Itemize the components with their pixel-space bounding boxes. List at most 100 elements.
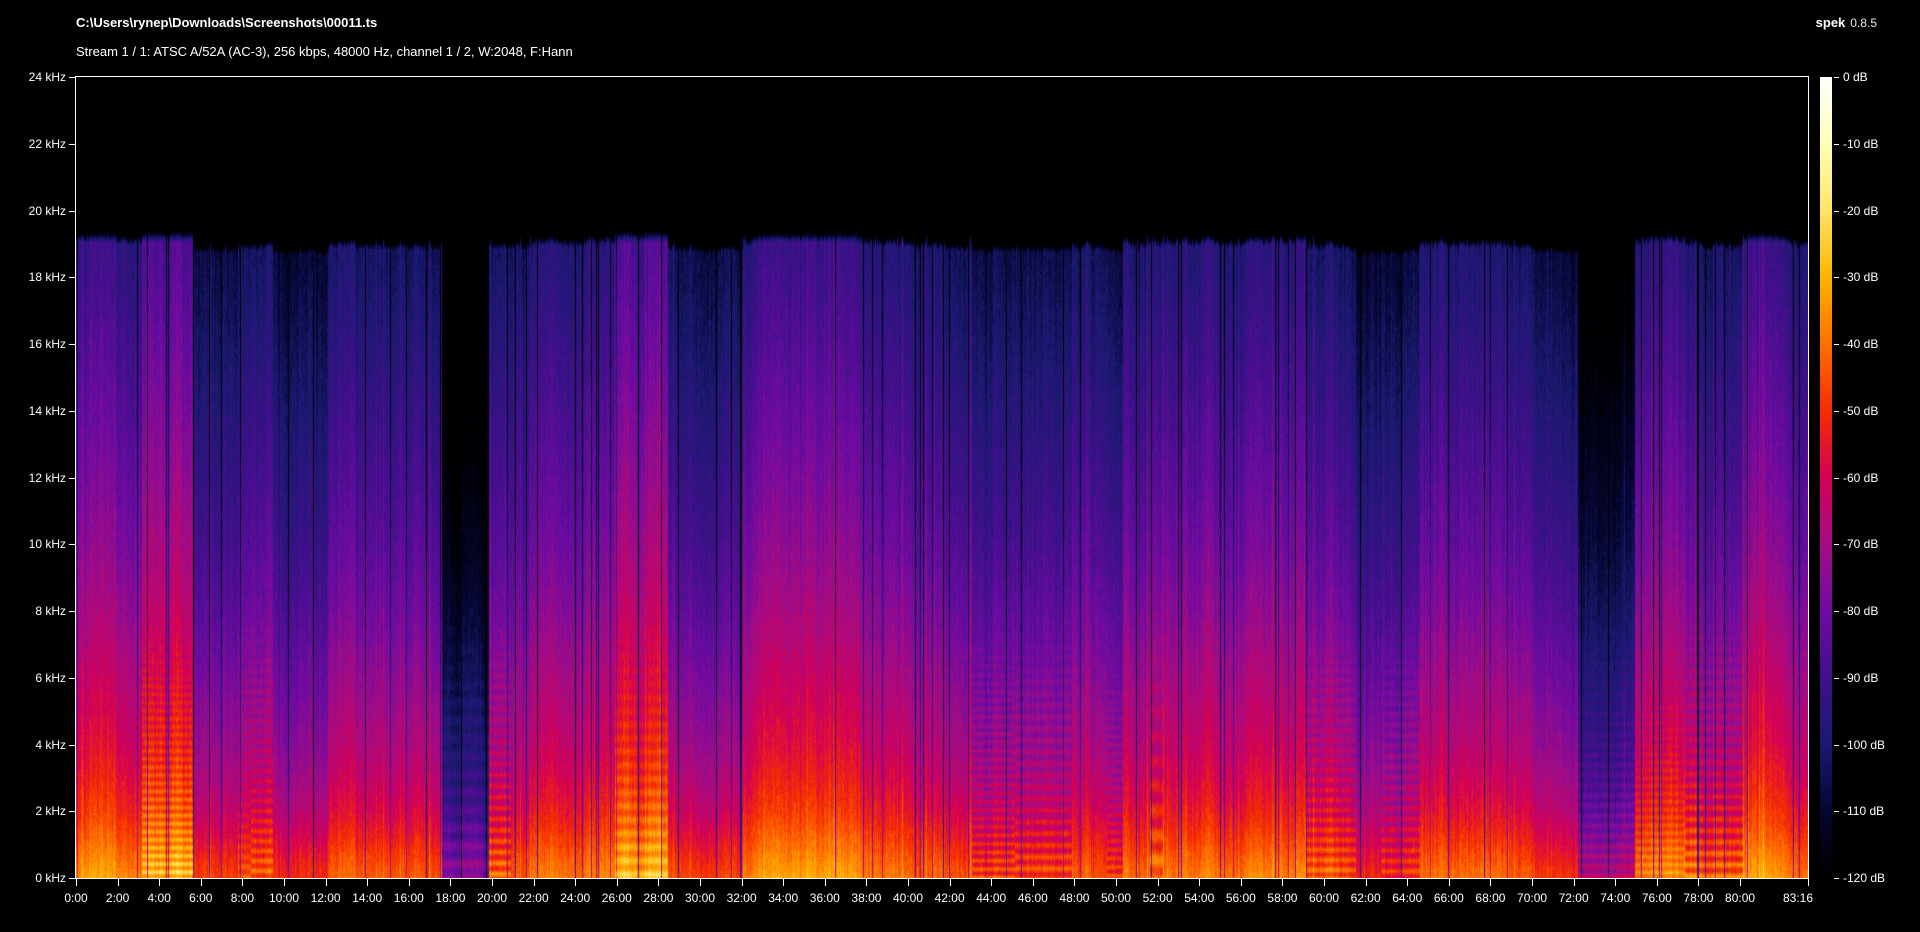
time-tick-label: 78:00	[1683, 891, 1714, 905]
time-tick	[1324, 879, 1326, 886]
db-tick-label: -100 dB	[1843, 737, 1886, 752]
time-tick	[1282, 879, 1284, 886]
freq-tick-label: 0 kHz	[35, 871, 66, 885]
time-tick-label: 0:00	[64, 891, 88, 905]
time-tick	[991, 879, 993, 886]
time-tick-label: 40:00	[893, 891, 924, 905]
time-tick	[1116, 879, 1118, 886]
time-tick	[1573, 879, 1575, 886]
colorbar-gradient	[1820, 77, 1832, 878]
db-tick	[1834, 410, 1839, 412]
time-tick-label: 34:00	[768, 891, 799, 905]
time-tick	[408, 879, 410, 886]
time-tick-label: 44:00	[976, 891, 1007, 905]
db-tick	[1834, 544, 1839, 546]
time-tick	[1532, 879, 1534, 886]
freq-tick	[69, 344, 76, 345]
freq-tick-label: 10 kHz	[28, 537, 66, 552]
time-tick-label: 4:00	[147, 891, 171, 905]
freq-tick	[69, 410, 76, 412]
time-tick-label: 80:00	[1725, 891, 1756, 905]
freq-tick	[69, 611, 76, 612]
db-tick-label: 0 dB	[1843, 70, 1868, 84]
file-path: C:\Users\rynep\Downloads\Screenshots\000…	[76, 15, 378, 30]
time-tick	[908, 879, 910, 886]
time-tick	[367, 879, 369, 886]
db-tick-label: -20 dB	[1843, 203, 1879, 218]
db-tick	[1834, 143, 1839, 145]
time-tick	[866, 879, 868, 886]
db-tick-label: -40 dB	[1843, 337, 1879, 351]
db-tick	[1834, 677, 1839, 679]
time-tick	[284, 879, 285, 886]
stream-info: Stream 1 / 1: ATSC A/52A (AC-3), 256 kbp…	[76, 44, 573, 59]
freq-tick	[69, 277, 76, 279]
time-tick	[1808, 879, 1809, 886]
time-tick-label: 72:00	[1558, 891, 1589, 905]
time-tick-label: 50:00	[1101, 891, 1132, 905]
time-tick	[242, 879, 244, 886]
time-tick-label: 8:00	[230, 891, 255, 905]
time-tick	[492, 879, 493, 886]
freq-tick	[69, 744, 76, 746]
db-tick-label: -90 dB	[1843, 670, 1879, 685]
time-tick	[1199, 879, 1201, 886]
time-tick	[783, 879, 785, 886]
db-tick	[1834, 878, 1839, 879]
freq-tick-label: 6 kHz	[35, 670, 66, 685]
time-tick-label: 2:00	[105, 891, 130, 905]
db-tick-label: -110 dB	[1843, 804, 1885, 819]
time-tick	[741, 879, 743, 886]
db-tick-label: -10 dB	[1843, 136, 1879, 151]
time-tick	[700, 879, 702, 886]
db-tick-label: -120 dB	[1843, 871, 1886, 885]
time-tick	[159, 879, 161, 886]
time-tick	[1740, 879, 1742, 886]
freq-tick-label: 14 kHz	[28, 403, 66, 418]
freq-tick-label: 24 kHz	[28, 70, 66, 84]
db-tick	[1834, 344, 1839, 345]
spectrogram-canvas	[76, 77, 1808, 878]
time-tick-label: 16:00	[393, 891, 424, 905]
time-tick	[1157, 879, 1159, 886]
time-tick	[1615, 879, 1617, 886]
time-tick-label: 30:00	[685, 891, 716, 905]
db-tick	[1834, 611, 1839, 612]
freq-tick	[69, 677, 76, 679]
freq-tick	[69, 811, 76, 813]
freq-tick	[69, 143, 76, 145]
time-tick	[1240, 879, 1242, 886]
time-tick	[1490, 879, 1492, 886]
time-tick-label: 83:16	[1782, 891, 1814, 905]
freq-tick-label: 18 kHz	[28, 270, 66, 285]
db-tick	[1834, 744, 1839, 746]
freq-tick	[69, 210, 76, 212]
db-tick-label: -80 dB	[1843, 604, 1879, 618]
time-tick-label: 46:00	[1017, 891, 1048, 905]
freq-tick	[69, 544, 76, 546]
time-tick-label: 32:00	[726, 891, 757, 905]
db-tick	[1834, 811, 1839, 813]
freq-tick-label: 2 kHz	[35, 804, 66, 819]
time-tick	[1656, 879, 1658, 886]
time-tick	[200, 879, 202, 886]
time-tick-label: 18:00	[435, 891, 466, 905]
time-tick-label: 56:00	[1225, 891, 1256, 905]
time-tick	[1074, 879, 1076, 886]
time-tick-label: 24:00	[560, 891, 591, 905]
time-tick-label: 38:00	[851, 891, 882, 905]
time-tick-label: 10:00	[268, 891, 300, 905]
time-tick-label: 64:00	[1392, 891, 1423, 905]
time-tick-label: 22:00	[518, 891, 549, 905]
time-tick	[658, 879, 660, 886]
time-tick-label: 52:00	[1142, 891, 1173, 905]
db-tick	[1834, 77, 1839, 78]
time-tick-label: 20:00	[476, 891, 508, 905]
time-tick	[325, 879, 327, 886]
db-tick-label: -70 dB	[1843, 537, 1879, 552]
time-tick-label: 14:00	[352, 891, 383, 905]
freq-tick-label: 4 kHz	[35, 737, 66, 752]
time-tick	[117, 879, 119, 886]
time-tick-label: 48:00	[1059, 891, 1090, 905]
